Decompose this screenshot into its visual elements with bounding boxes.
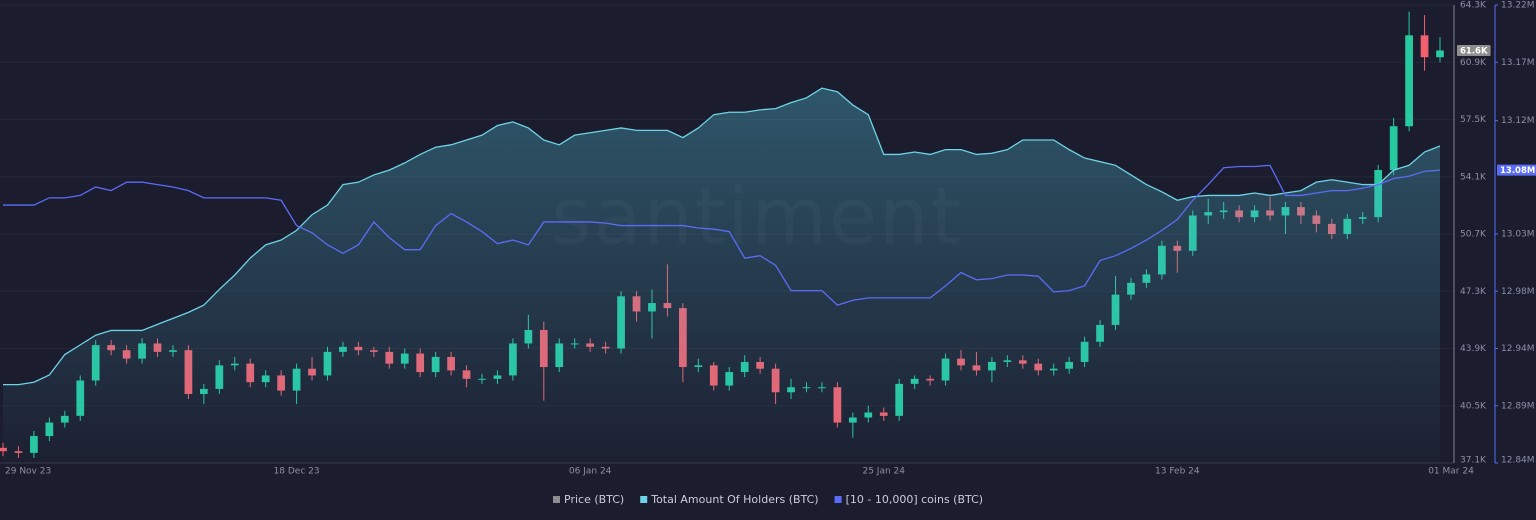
legend-label: Price (BTC) (564, 493, 624, 506)
area-fill (3, 88, 1440, 463)
y2-tick-label: 12.84M (1501, 456, 1535, 466)
y2-tick-label: 13.17M (1501, 58, 1535, 68)
y-tick-label: 37.1K (1460, 456, 1487, 466)
y2-tick-label: 13.22M (1501, 1, 1535, 11)
series-line (3, 164, 1441, 306)
value-badge-label: 13.08M (1500, 166, 1535, 176)
y-tick-label: 57.5K (1460, 115, 1487, 125)
area-line (3, 87, 1441, 386)
x-tick-label: 18 Dec 23 (274, 467, 320, 477)
candle-body (1420, 35, 1429, 58)
y-tick-label: 43.9K (1460, 344, 1487, 354)
value-badge (1497, 164, 1536, 176)
candle-body (1436, 50, 1444, 58)
x-tick-label: 13 Feb 24 (1155, 467, 1200, 477)
legend-label: Total Amount Of Holders (BTC) (650, 493, 818, 506)
y-tick-label: 47.3K (1460, 287, 1487, 297)
y-tick-label: 50.7K (1460, 230, 1487, 240)
y2-tick-label: 12.89M (1501, 401, 1535, 411)
x-tick-label: 06 Jan 24 (569, 467, 612, 477)
x-tick-label: 29 Nov 23 (5, 467, 51, 477)
x-tick-label: 01 Mar 24 (1428, 467, 1474, 477)
y2-tick-label: 12.94M (1501, 344, 1535, 354)
value-badge-label: 61.6K (1460, 46, 1488, 56)
y-tick-label: 60.9K (1460, 58, 1487, 68)
candle-body (1389, 126, 1398, 171)
y2-tick-label: 12.98M (1501, 287, 1535, 297)
y2-tick-label: 13.03M (1501, 230, 1535, 240)
legend-swatch (834, 496, 842, 503)
x-tick-label: 25 Jan 24 (862, 467, 905, 477)
value-badge (1457, 44, 1491, 56)
legend-label: [10 - 10,000] coins (BTC) (846, 493, 983, 506)
y-tick-label: 64.3K (1460, 1, 1487, 11)
candle-body (1405, 35, 1413, 127)
y-tick-label: 54.1K (1460, 172, 1487, 182)
y2-tick-label: 13.12M (1501, 116, 1535, 126)
legend: Price (BTC) Total Amount Of Holders (BTC)… (553, 493, 983, 506)
y-tick-label: 40.5K (1460, 401, 1487, 411)
legend-swatch (553, 496, 560, 503)
legend-swatch (640, 496, 648, 503)
